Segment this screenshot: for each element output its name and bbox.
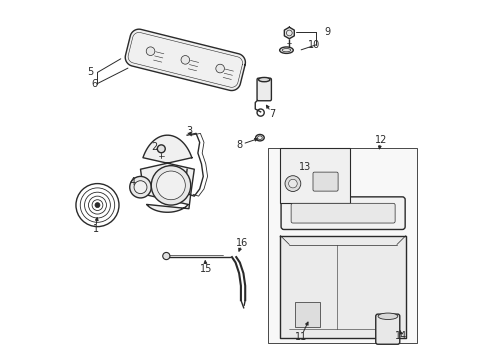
Text: 7: 7 bbox=[269, 109, 275, 119]
Ellipse shape bbox=[255, 134, 264, 141]
Circle shape bbox=[288, 179, 297, 188]
Bar bbox=[294, 302, 319, 327]
FancyBboxPatch shape bbox=[281, 197, 405, 229]
Circle shape bbox=[129, 176, 151, 198]
FancyBboxPatch shape bbox=[312, 172, 337, 191]
Text: 1: 1 bbox=[92, 224, 99, 234]
Circle shape bbox=[163, 252, 169, 260]
Ellipse shape bbox=[279, 47, 293, 53]
Polygon shape bbox=[284, 27, 294, 39]
Polygon shape bbox=[140, 135, 194, 212]
Circle shape bbox=[151, 166, 190, 205]
Text: 12: 12 bbox=[374, 135, 386, 145]
Bar bbox=[267, 148, 416, 343]
Text: 16: 16 bbox=[236, 238, 248, 248]
FancyBboxPatch shape bbox=[290, 203, 394, 223]
Text: 13: 13 bbox=[298, 162, 310, 172]
Text: 10: 10 bbox=[307, 40, 320, 50]
Text: 3: 3 bbox=[185, 126, 192, 136]
Polygon shape bbox=[125, 29, 245, 91]
Text: 11: 11 bbox=[294, 332, 306, 342]
FancyBboxPatch shape bbox=[257, 78, 271, 101]
Text: 8: 8 bbox=[236, 140, 243, 150]
Text: 2: 2 bbox=[151, 141, 157, 152]
Bar bbox=[280, 148, 349, 203]
Text: 6: 6 bbox=[91, 78, 98, 89]
Ellipse shape bbox=[258, 77, 269, 82]
Text: 5: 5 bbox=[87, 67, 93, 77]
FancyBboxPatch shape bbox=[375, 314, 399, 344]
Ellipse shape bbox=[257, 136, 262, 139]
Text: 4: 4 bbox=[129, 177, 135, 187]
Text: 9: 9 bbox=[323, 27, 329, 37]
Circle shape bbox=[215, 64, 224, 73]
Circle shape bbox=[157, 145, 165, 153]
Circle shape bbox=[285, 176, 300, 192]
Text: 14: 14 bbox=[395, 331, 407, 341]
Circle shape bbox=[156, 171, 185, 200]
Circle shape bbox=[134, 181, 147, 194]
Circle shape bbox=[146, 47, 155, 55]
Ellipse shape bbox=[377, 313, 397, 319]
Circle shape bbox=[181, 55, 189, 64]
Circle shape bbox=[95, 203, 100, 208]
Text: 15: 15 bbox=[199, 264, 211, 274]
Polygon shape bbox=[280, 235, 405, 338]
